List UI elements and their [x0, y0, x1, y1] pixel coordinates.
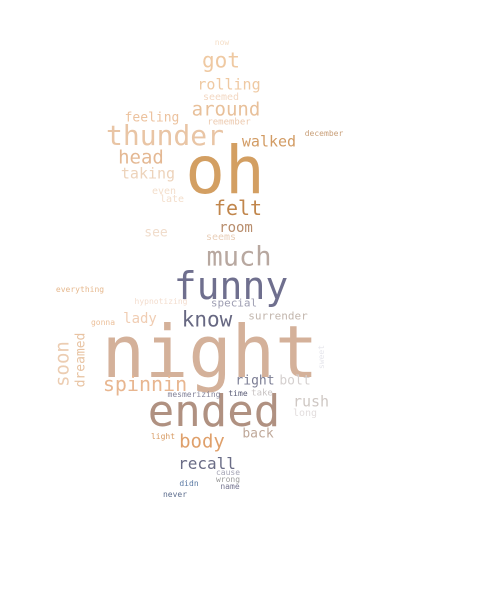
word-time: time: [228, 389, 248, 398]
word-back: back: [242, 426, 274, 442]
word-never: never: [162, 490, 188, 499]
word-seemed: seemed: [202, 92, 240, 103]
word-sweet: sweet: [317, 344, 326, 370]
word-head: head: [118, 146, 164, 169]
word-right: right: [235, 373, 275, 389]
word-now: now: [214, 38, 230, 47]
word-much: much: [206, 241, 272, 273]
word-seems: seems: [205, 232, 237, 243]
word-thunder: thunder: [105, 119, 225, 152]
word-late: late: [159, 194, 185, 205]
word-felt: felt: [213, 196, 263, 220]
word-remember: remember: [207, 117, 251, 128]
word-wrong: wrong: [215, 475, 241, 484]
word-spinnin: spinnin: [102, 372, 188, 396]
word-recall: recall: [178, 454, 236, 473]
word-see: see: [144, 225, 168, 241]
word-december: december: [304, 129, 344, 138]
word-even: even: [151, 186, 177, 197]
word-bolt: bolt: [279, 373, 311, 389]
word-oh: oh: [185, 132, 265, 209]
word-room: room: [219, 220, 253, 236]
word-didn: didn: [179, 479, 199, 488]
word-light: light: [150, 432, 176, 441]
word-long: long: [292, 408, 318, 419]
word-cause: cause: [215, 468, 241, 477]
word-everything: everything: [55, 285, 105, 294]
word-name: name: [220, 482, 240, 491]
word-feeling: feeling: [124, 110, 180, 126]
word-gonna: gonna: [90, 318, 116, 327]
word-special: special: [210, 296, 258, 310]
word-ended: ended: [147, 386, 281, 437]
word-body: body: [179, 430, 225, 453]
word-funny: funny: [173, 264, 289, 308]
word-got: got: [202, 48, 240, 73]
word-rush: rush: [292, 392, 330, 411]
word-surrender: surrender: [248, 309, 308, 323]
word-hypnotizing: hypnotizing: [134, 297, 188, 306]
word-around: around: [191, 98, 261, 121]
word-dreamed: dreamed: [73, 332, 89, 388]
word-rolling: rolling: [197, 75, 261, 94]
word-walked: walked: [241, 132, 297, 151]
word-mesmerizing: mesmerizing: [167, 390, 221, 399]
word-know: know: [181, 307, 233, 332]
word-night: night: [101, 310, 319, 394]
word-soon: soon: [51, 341, 74, 387]
word-lady: lady: [123, 311, 157, 327]
word-taking: taking: [120, 164, 176, 183]
word-take: take: [251, 388, 273, 399]
